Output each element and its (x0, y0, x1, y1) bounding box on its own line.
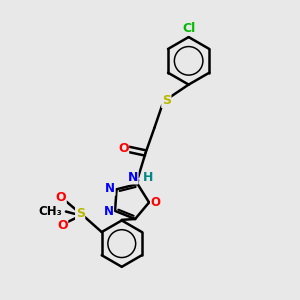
Text: O: O (118, 142, 129, 155)
Text: Cl: Cl (182, 22, 195, 35)
Text: H: H (142, 171, 153, 184)
Text: S: S (162, 94, 171, 107)
Text: O: O (56, 191, 66, 204)
Text: N: N (105, 182, 115, 195)
Text: N: N (103, 205, 113, 218)
Text: S: S (76, 207, 85, 220)
Text: O: O (151, 196, 160, 209)
Text: N: N (128, 171, 138, 184)
Text: CH₃: CH₃ (39, 205, 62, 218)
Text: O: O (57, 219, 68, 232)
